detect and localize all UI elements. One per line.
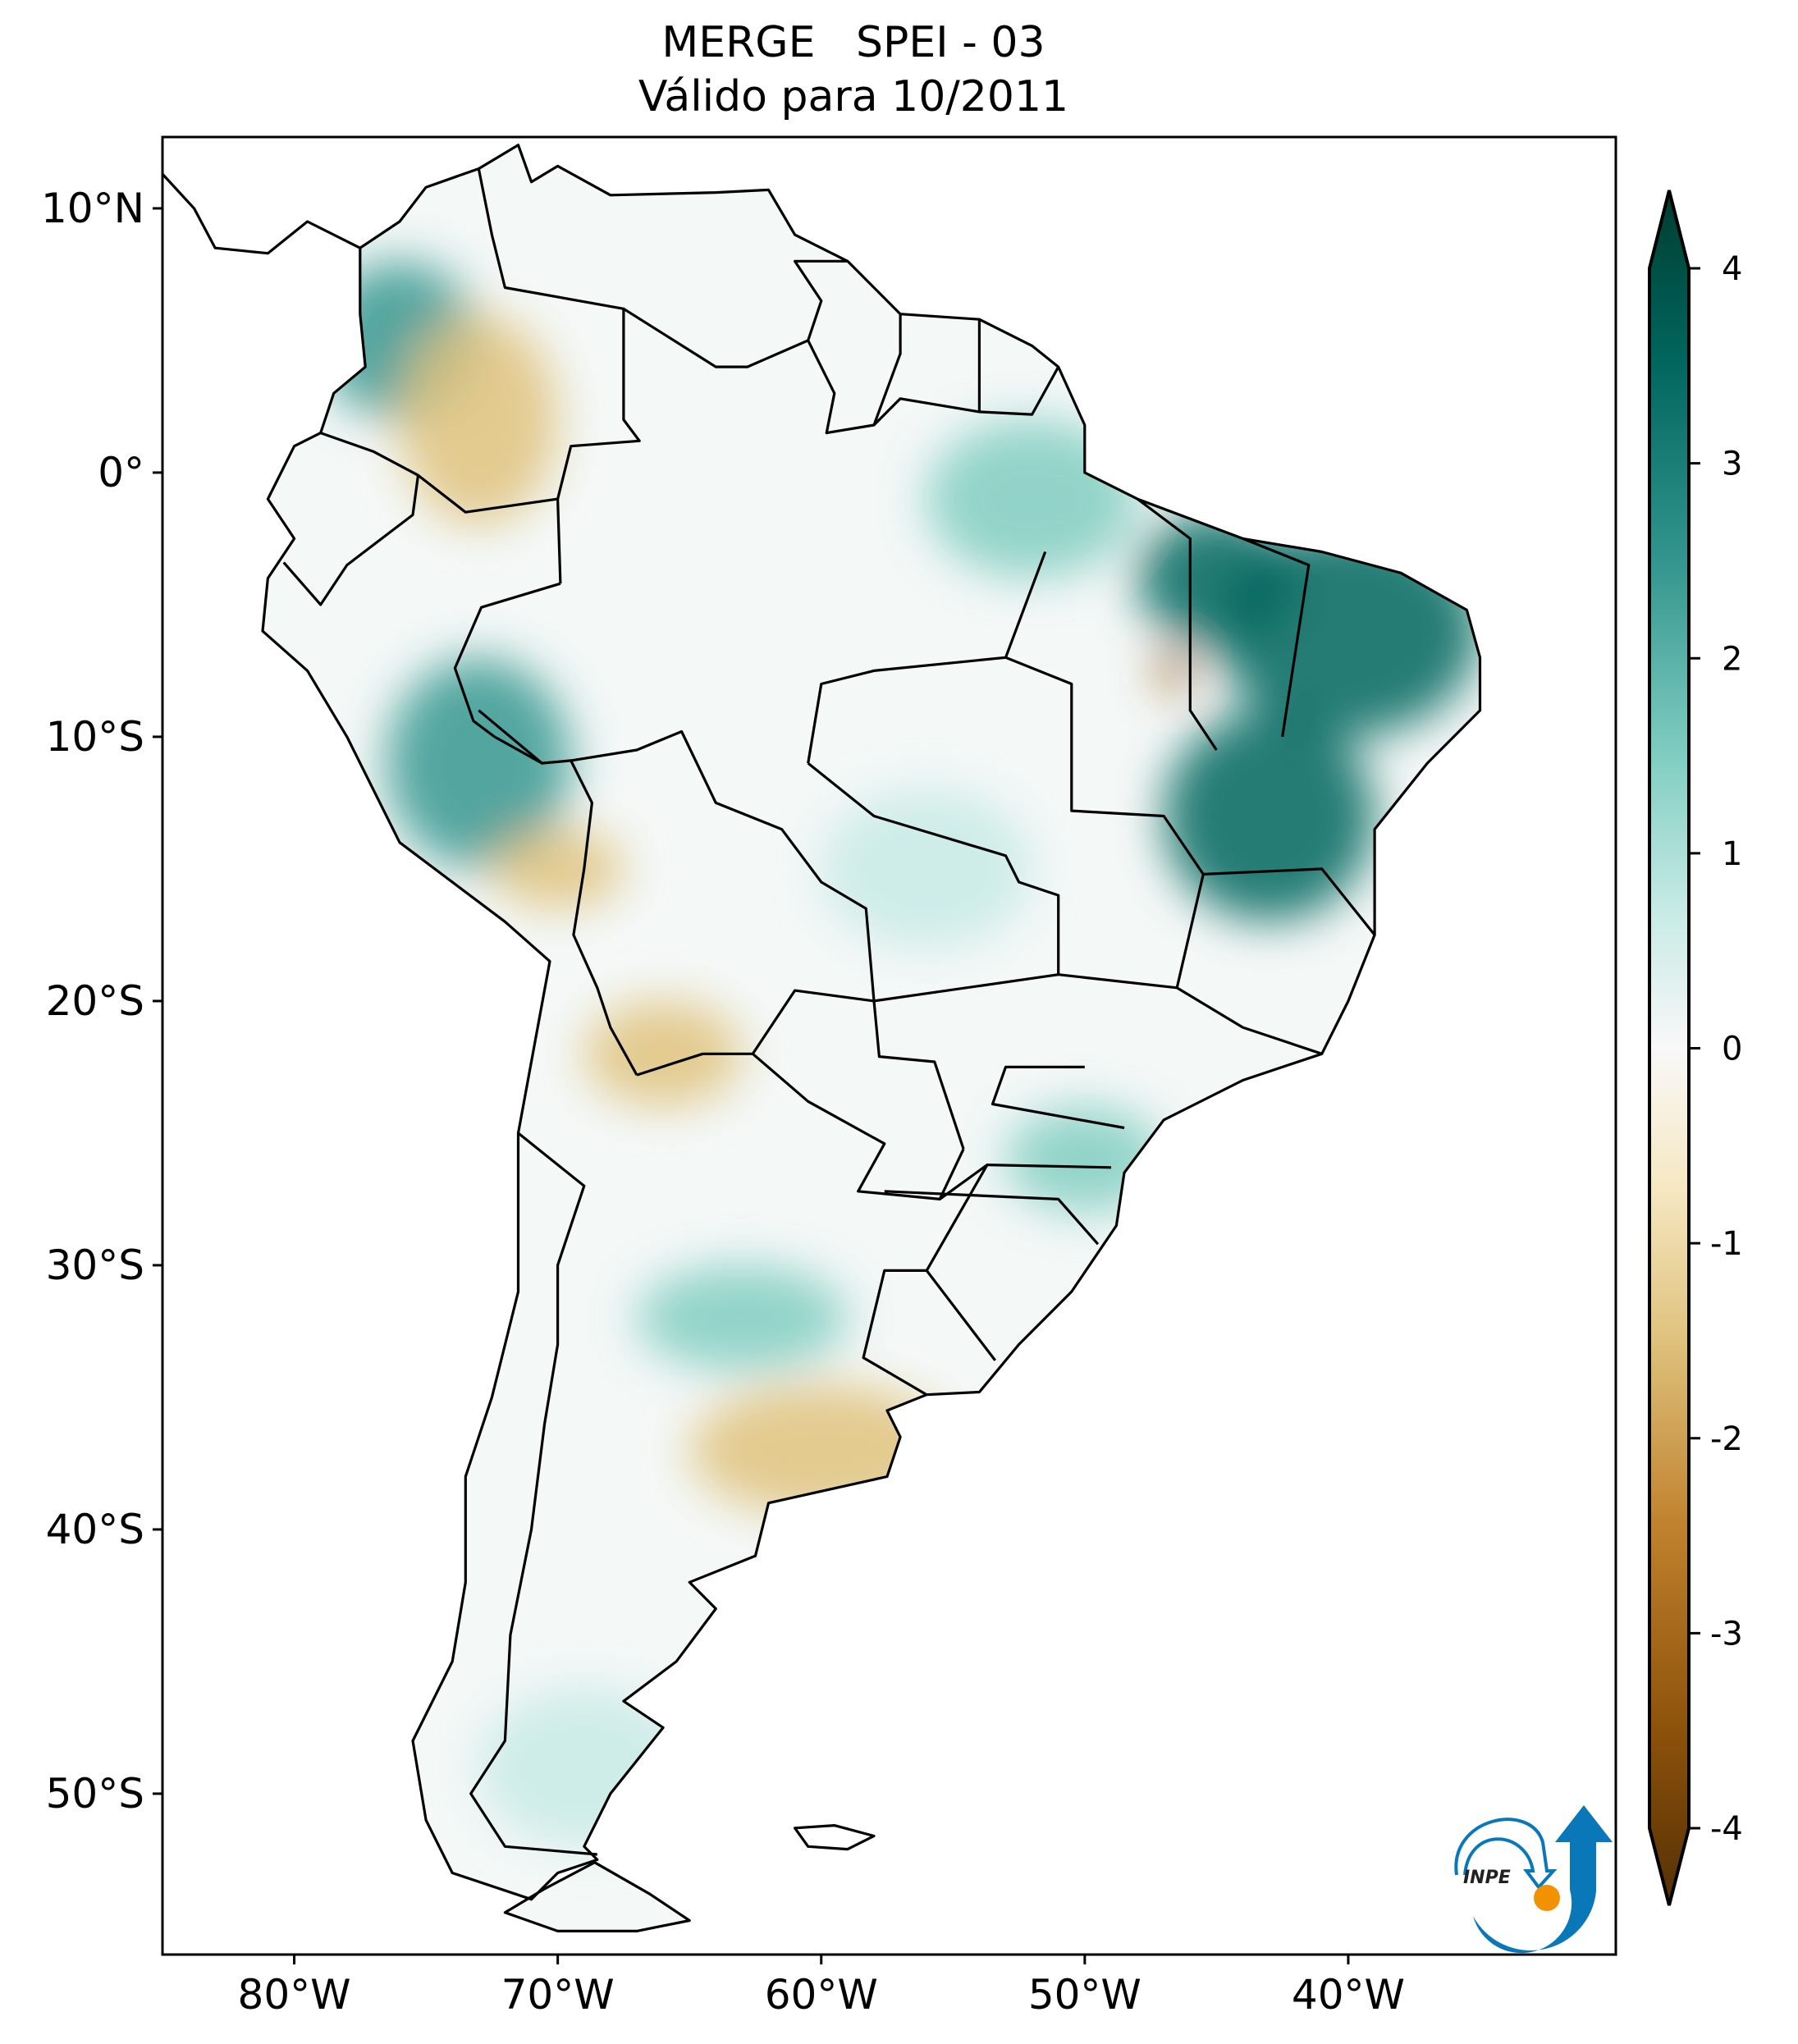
country-state-border: [807, 551, 1047, 764]
spei-anomaly-region: [584, 1001, 743, 1107]
spei-anomaly-region: [1164, 711, 1375, 921]
country-state-border: [1203, 867, 1376, 936]
country-state-border: [1058, 973, 1323, 1055]
y-tick-label: 10°N: [41, 185, 144, 232]
colorbar-tick-label: 3: [1722, 446, 1742, 483]
y-tick-label: 50°S: [46, 1770, 144, 1818]
colorbar-tick-label: 4: [1722, 250, 1742, 288]
colorbar: 4 3 2 1 0 -1 -2 -3 -4: [1648, 190, 1743, 1906]
colorbar-tick-label: -1: [1710, 1225, 1743, 1263]
coastline-central-america: [162, 173, 361, 255]
logo-swirl-icon: [1454, 1818, 1558, 1891]
x-tick-label: 70°W: [501, 1971, 615, 2019]
country-state-border: [752, 1053, 965, 1200]
spei-anomaly-region: [1137, 512, 1296, 644]
spei-anomaly-region: [492, 829, 624, 908]
coastline-south-america: [261, 144, 1482, 1901]
x-tick-label: 60°W: [765, 1971, 878, 2019]
x-tick-label: 40°W: [1292, 1971, 1405, 2019]
country-state-border: [636, 989, 965, 1150]
country-state-border: [478, 709, 543, 765]
country-state-border: [477, 168, 641, 584]
country-state-border: [884, 1190, 1100, 1246]
spei-anomaly-region: [1158, 649, 1191, 693]
country-state-border: [469, 1132, 597, 1856]
country-state-border: [925, 1269, 996, 1361]
spei-anomaly-region: [689, 1384, 953, 1516]
y-tick-label: 20°S: [46, 977, 144, 1025]
country-state-border: [320, 432, 558, 514]
spei-anomaly-region: [821, 789, 1032, 948]
y-tick-label: 0°: [98, 449, 144, 496]
spei-anomaly-region: [1005, 1107, 1164, 1213]
inpe-logo: INPE: [1454, 1805, 1613, 1954]
spei-anomaly-region: [926, 420, 1137, 578]
country-state-border: [282, 474, 420, 606]
colorbar-tick-label: -4: [1710, 1810, 1743, 1848]
colorbar-tick-label: 0: [1722, 1031, 1742, 1068]
y-tick-label: 40°S: [46, 1506, 144, 1553]
country-state-border: [1004, 656, 1205, 989]
colorbar-tick-label: -2: [1710, 1420, 1743, 1458]
spei-anomaly-region: [400, 314, 558, 525]
colorbar-tick-label: -3: [1710, 1615, 1743, 1653]
spei-anomaly-region: [637, 1265, 848, 1371]
x-tick-label: 50°W: [1028, 1971, 1141, 2019]
country-state-border: [1242, 537, 1311, 738]
map-frame: [161, 135, 1617, 1956]
country-state-border: [991, 1065, 1125, 1130]
colorbar-tick-label: 2: [1722, 640, 1742, 678]
coastline-tierra-del-fuego: [503, 1861, 691, 1932]
x-tick-label: 80°W: [238, 1971, 351, 2019]
spei-anomaly-region: [387, 658, 571, 869]
colorbar-tick-label: 1: [1722, 835, 1742, 873]
logo-arrow-icon: [1473, 1805, 1613, 1954]
y-tick-label: 30°S: [46, 1241, 144, 1289]
spei-anomaly-region: [478, 1688, 689, 1846]
logo-text: INPE: [1463, 1868, 1511, 1888]
country-state-border: [986, 1164, 1112, 1169]
country-state-border: [872, 313, 902, 426]
country-state-border: [1137, 497, 1218, 751]
coastline-falklands: [794, 1824, 876, 1851]
y-tick-label: 10°S: [46, 713, 144, 761]
country-state-border: [570, 729, 876, 1002]
logo-sun-icon: [1534, 1885, 1560, 1911]
colorbar-bar: [1648, 190, 1690, 1906]
chart-title-line1: MERGE SPEI - 03: [661, 18, 1045, 67]
country-state-border: [807, 340, 1060, 435]
chart-title-line2: Válido para 10/2011: [638, 72, 1069, 121]
country-state-border: [862, 1164, 989, 1397]
